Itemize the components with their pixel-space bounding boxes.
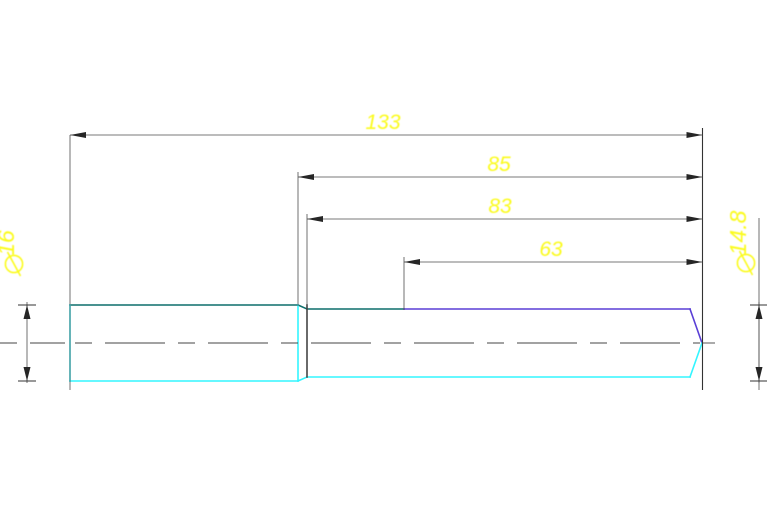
svg-text:14.8: 14.8 xyxy=(725,210,751,255)
svg-text:63: 63 xyxy=(539,238,563,261)
svg-text:133: 133 xyxy=(365,111,400,134)
svg-text:16: 16 xyxy=(0,230,19,256)
svg-text:83: 83 xyxy=(488,195,512,218)
svg-text:85: 85 xyxy=(487,153,511,176)
